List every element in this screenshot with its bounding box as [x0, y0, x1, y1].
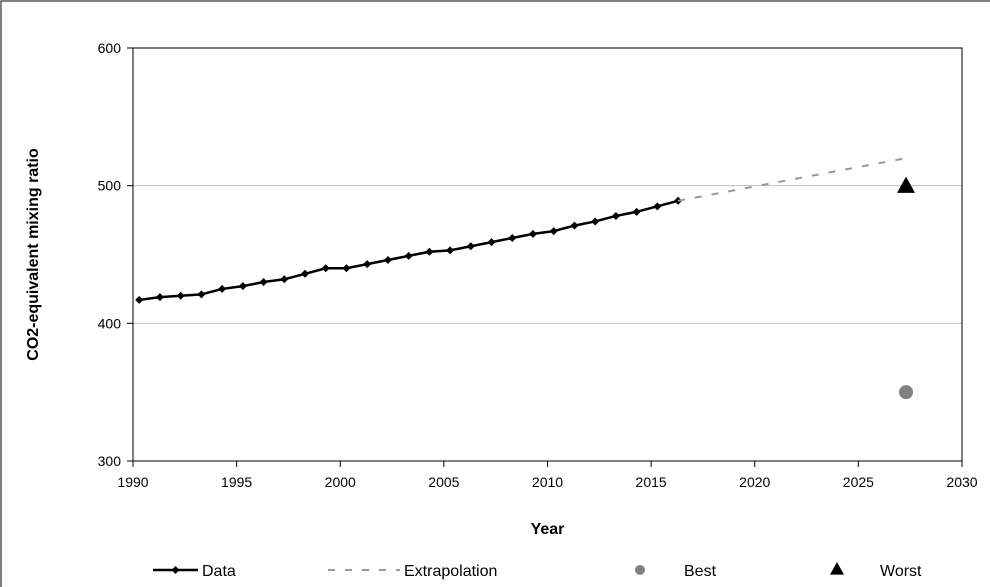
data-point	[301, 269, 310, 278]
x-axis-ticks: 1990 1995 2000 2005 2010 2015 2020 2025 2030	[117, 461, 978, 490]
legend-swatch	[635, 565, 645, 575]
legend-item-best: Best	[635, 563, 717, 580]
data-point	[487, 238, 496, 247]
y-tick-label: 500	[98, 178, 122, 194]
legend-label: Data	[202, 563, 236, 580]
legend-item-data: Data	[153, 563, 236, 580]
x-tick-label: 1990	[117, 474, 148, 490]
data-point	[549, 227, 558, 236]
series-best	[899, 385, 914, 400]
y-tick-label: 300	[98, 453, 122, 469]
legend: Data Extrapolation Best Worst	[153, 562, 922, 580]
data-point	[446, 246, 455, 255]
x-tick-label: 2020	[739, 474, 770, 490]
x-tick-label: 2010	[532, 474, 563, 490]
y-axis-title: CO2-equivalent mixing ratio	[25, 148, 42, 361]
series-extrapolation	[677, 157, 907, 202]
y-tick-label: 400	[98, 315, 122, 331]
data-point	[425, 247, 434, 256]
data-point	[570, 221, 579, 230]
x-tick-label: 2005	[428, 474, 459, 490]
data-point	[321, 264, 330, 273]
grid-lines	[133, 185, 962, 324]
x-tick-label: 2000	[325, 474, 356, 490]
data-point	[404, 251, 413, 260]
x-tick-label: 2025	[843, 474, 874, 490]
data-point	[135, 295, 144, 304]
legend-label: Extrapolation	[404, 563, 497, 580]
legend-item-worst: Worst	[830, 562, 922, 580]
x-tick-label: 1995	[221, 474, 252, 490]
series-worst	[897, 176, 916, 193]
legend-label: Worst	[880, 563, 922, 580]
data-point	[611, 211, 620, 220]
data-point	[632, 207, 641, 216]
data-point	[653, 202, 662, 211]
data-point	[342, 264, 351, 273]
legend-marker	[171, 566, 180, 574]
series-data	[135, 196, 683, 304]
data-point	[218, 284, 227, 293]
worst-point	[897, 176, 916, 193]
data-point	[238, 282, 247, 291]
data-point	[363, 260, 372, 269]
data-point	[280, 275, 289, 284]
data-point	[528, 229, 537, 238]
data-point	[259, 278, 268, 287]
best-point	[899, 385, 914, 400]
y-tick-label: 600	[98, 40, 122, 56]
data-point	[591, 217, 600, 226]
extrapolation-line	[677, 157, 907, 202]
legend-swatch	[830, 562, 844, 575]
x-tick-label: 2030	[946, 474, 977, 490]
x-tick-label: 2015	[636, 474, 667, 490]
series	[135, 157, 916, 400]
data-point	[466, 242, 475, 251]
legend-label: Best	[684, 563, 717, 580]
legend-item-extrapolation: Extrapolation	[328, 563, 497, 580]
data-point	[383, 256, 392, 265]
y-axis-ticks: 300 400 500 600	[98, 40, 133, 469]
x-axis-title: Year	[531, 521, 565, 538]
data-point	[176, 291, 185, 300]
data-point	[155, 293, 164, 302]
data-point	[197, 290, 206, 299]
data-point	[508, 233, 517, 242]
